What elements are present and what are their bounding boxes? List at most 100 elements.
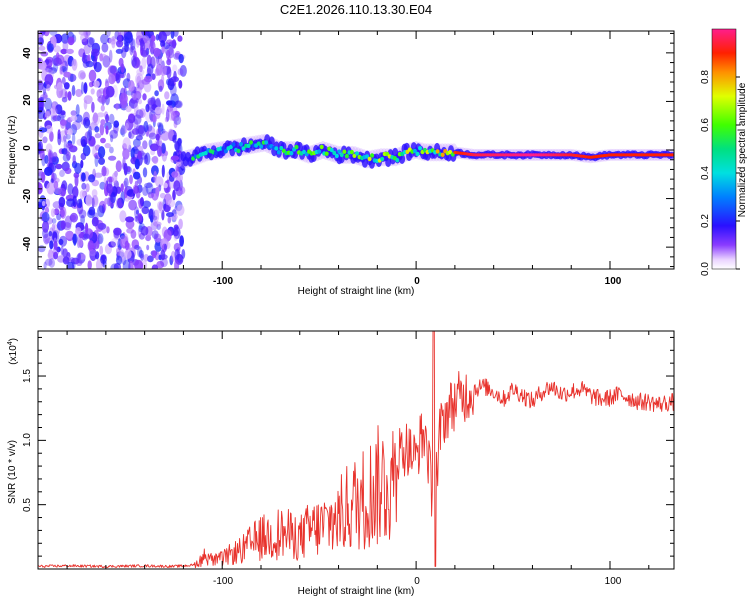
heatmap-noise-cell xyxy=(84,228,94,240)
heatmap-noise-cell xyxy=(152,113,156,123)
heatmap-noise-cell xyxy=(141,206,150,215)
heatmap-noise-cell xyxy=(98,94,107,104)
heatmap-noise-cell xyxy=(154,106,163,115)
heatmap-noise-cell xyxy=(64,91,68,99)
heatmap-noise-cell xyxy=(120,124,126,137)
spectrogram-panel: -100 0 100 40 20 0 -20 -40 Height of str… xyxy=(7,30,675,297)
heatmap-noise-cell xyxy=(115,48,124,54)
heatmap-noise-cell xyxy=(58,187,67,197)
heatmap-noise-cell xyxy=(40,51,49,57)
heatmap-noise-cell xyxy=(44,207,50,214)
heatmap-noise-cell xyxy=(49,31,58,36)
heatmap-noise-cell xyxy=(161,75,165,84)
heatmap-noise-cell xyxy=(166,66,172,79)
spectrogram-xlabel: Height of straight line (km) xyxy=(298,286,415,297)
heatmap-noise-cell xyxy=(41,212,50,223)
heatmap-noise-cell xyxy=(51,230,60,243)
heatmap-noise-cell xyxy=(38,106,46,120)
heatmap-noise-cell xyxy=(136,86,143,95)
heatmap-noise-cell xyxy=(119,210,127,223)
heatmap-noise-cell xyxy=(42,82,47,95)
heatmap-noise-cell xyxy=(128,260,134,269)
heatmap-noise-cell xyxy=(159,192,166,199)
heatmap-noise-cell xyxy=(111,172,118,184)
heatmap-noise-cell xyxy=(94,126,100,133)
heatmap-noise-cell xyxy=(153,209,160,223)
heatmap-noise-cell xyxy=(58,111,66,119)
heatmap-noise-cell xyxy=(140,226,149,236)
heatmap-noise-cell xyxy=(115,71,121,84)
heatmap-noise-cell xyxy=(140,253,145,261)
heatmap-noise-cell xyxy=(42,220,49,233)
heatmap-noise-cell xyxy=(53,57,62,66)
heatmap-noise-cell xyxy=(80,214,85,225)
heatmap-noise-cell xyxy=(86,129,93,141)
heatmap-noise-cell xyxy=(157,53,163,66)
heatmap-noise-cell xyxy=(96,89,102,99)
heatmap-noise-cell xyxy=(113,227,122,236)
heatmap-noise-cell xyxy=(38,60,47,70)
snr-ytick-label-1.0: 1.0 xyxy=(22,433,33,447)
spectrogram-noise-region xyxy=(38,31,187,269)
heatmap-noise-cell xyxy=(97,233,104,245)
heatmap-noise-cell xyxy=(178,53,184,64)
heatmap-noise-cell xyxy=(164,150,169,156)
heatmap-noise-cell xyxy=(173,242,181,252)
heatmap-noise-cell xyxy=(97,205,105,218)
heatmap-ridge-peak xyxy=(279,146,284,151)
heatmap-noise-cell xyxy=(143,120,149,133)
heatmap-noise-cell xyxy=(79,72,86,79)
heatmap-noise-cell xyxy=(170,110,177,122)
figure-title: C2E1.2026.110.13.30.E04 xyxy=(280,2,432,17)
heatmap-noise-cell xyxy=(124,31,133,44)
heatmap-noise-cell xyxy=(44,154,49,164)
heatmap-noise-cell xyxy=(147,63,154,76)
spectrogram-xtick-label-0: 0 xyxy=(414,276,420,287)
heatmap-noise-cell xyxy=(157,204,164,214)
heatmap-noise-cell xyxy=(158,31,168,43)
heatmap-noise-cell xyxy=(65,133,71,140)
heatmap-noise-cell xyxy=(56,213,62,221)
heatmap-noise-cell xyxy=(132,138,141,148)
heatmap-noise-cell xyxy=(78,70,86,80)
heatmap-noise-cell xyxy=(115,160,122,172)
heatmap-noise-cell xyxy=(137,213,143,222)
heatmap-noise-cell xyxy=(52,101,56,115)
heatmap-noise-cell xyxy=(179,235,185,247)
colorbar-tick-label-0.0: 0.0 xyxy=(700,262,711,276)
heatmap-noise-cell xyxy=(136,38,140,48)
heatmap-noise-cell xyxy=(93,196,99,206)
heatmap-ridge-peak xyxy=(213,150,218,156)
heatmap-ridge-peak xyxy=(276,150,281,155)
heatmap-noise-cell xyxy=(99,53,107,59)
heatmap-noise-cell xyxy=(128,131,132,139)
heatmap-ridge-peak xyxy=(355,151,359,156)
spectrogram-xtick-label-100: 100 xyxy=(605,276,622,287)
heatmap-noise-cell xyxy=(86,37,94,48)
heatmap-ridge-peak xyxy=(365,154,370,159)
heatmap-noise-cell xyxy=(72,261,76,269)
heatmap-noise-cell xyxy=(151,165,159,177)
heatmap-noise-cell xyxy=(70,73,74,83)
heatmap-ridge-peak xyxy=(249,140,254,145)
heatmap-noise-cell xyxy=(80,33,88,43)
heatmap-noise-cell xyxy=(88,136,96,147)
heatmap-noise-cell xyxy=(108,37,117,45)
heatmap-noise-cell xyxy=(125,105,132,113)
heatmap-noise-cell xyxy=(172,31,179,37)
heatmap-noise-cell xyxy=(136,75,142,86)
heatmap-noise-cell xyxy=(128,80,135,92)
heatmap-noise-cell xyxy=(99,123,105,136)
heatmap-noise-cell xyxy=(161,128,166,134)
heatmap-noise-cell xyxy=(100,104,105,112)
heatmap-noise-cell xyxy=(72,233,78,244)
heatmap-noise-cell xyxy=(179,65,187,77)
spectrogram-ytick-label-neg40: -40 xyxy=(22,236,33,251)
heatmap-ridge-peak xyxy=(223,149,228,154)
heatmap-noise-cell xyxy=(101,42,109,53)
spectrogram-ytick-label-neg20: -20 xyxy=(22,188,33,203)
heatmap-noise-cell xyxy=(104,94,110,106)
heatmap-noise-cell xyxy=(161,46,165,54)
spectrogram-ytick-label-20: 20 xyxy=(22,94,33,106)
heatmap-noise-cell xyxy=(69,212,78,223)
